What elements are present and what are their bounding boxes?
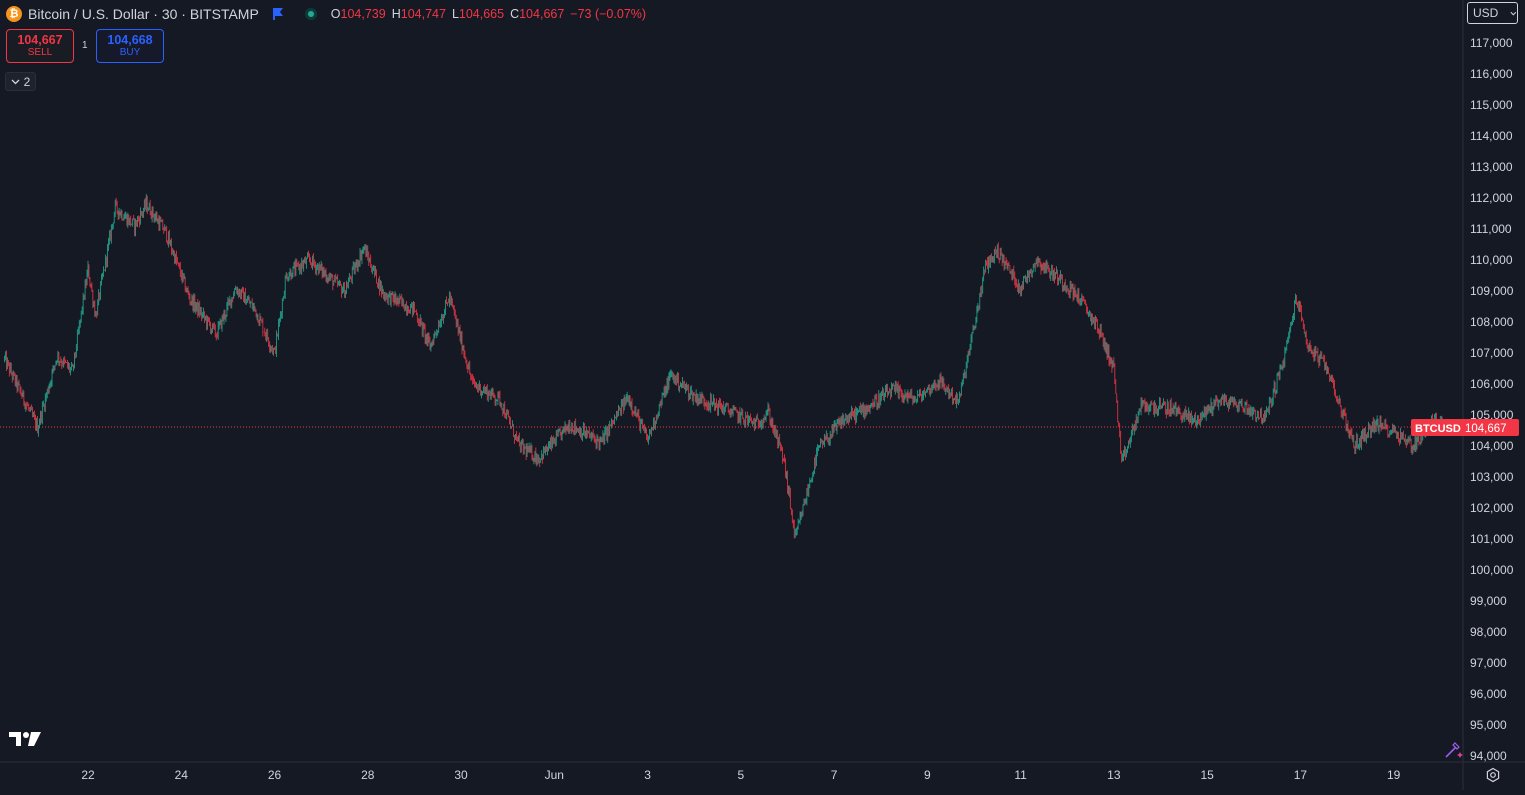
low-value: 104,665 [458,7,505,21]
sell-button[interactable]: 104,667 SELL [6,29,74,63]
x-tick-label: Jun [545,768,564,782]
close-value: 104,667 [519,7,565,21]
indicators-toggle-button[interactable]: 2 [5,72,36,91]
high-value: 104,747 [400,7,446,21]
y-tick-label: 115,000 [1470,98,1513,112]
y-tick-label: 111,000 [1470,222,1512,236]
candles-layer [4,193,1452,539]
y-tick-label: 96,000 [1470,687,1507,701]
buy-price: 104,668 [107,33,153,48]
x-tick-label: 5 [737,768,744,782]
spread-value: 1 [82,40,88,51]
y-tick-label: 109,000 [1470,284,1514,298]
high-label: H [391,7,401,21]
low-label: L [451,7,459,21]
last-price-label: BTCUSD 104,667 [1411,419,1519,436]
y-tick-label: 101,000 [1470,532,1514,546]
y-tick-label: 104,000 [1470,439,1514,453]
tradingview-logo-icon[interactable] [9,730,41,748]
x-tick-label: 11 [1014,768,1027,782]
y-tick-label: 117,000 [1470,36,1513,50]
y-tick-label: 112,000 [1470,191,1513,205]
last-price-symbol: BTCUSD [1415,423,1461,435]
symbol-legend: ₿ Bitcoin / U.S. Dollar · 30 · BITSTAMP … [6,5,652,23]
settings-icon[interactable] [1485,767,1501,783]
y-tick-label: 116,000 [1470,67,1513,81]
x-tick-label: 9 [924,768,931,782]
x-tick-label: 7 [831,768,838,782]
x-tick-label: 13 [1107,768,1121,782]
buy-label: BUY [119,47,141,59]
time-axis[interactable]: 22 24 26 28 30 Jun 3 5 7 9 11 13 15 17 19 [81,768,1400,782]
last-price-value: 104,667 [1465,423,1507,435]
y-tick-label: 97,000 [1470,656,1507,670]
currency-label: USD [1473,6,1499,20]
open-value: 104,739 [340,7,386,21]
close-label: C [510,7,520,21]
y-tick-label: 103,000 [1470,470,1514,484]
chevron-down-icon [1510,11,1517,15]
x-tick-label: 24 [175,768,189,782]
x-tick-label: 3 [644,768,651,782]
x-tick-label: 26 [268,768,282,782]
magic-wand-icon[interactable] [1443,740,1463,760]
last-price-label-bg [1411,419,1519,436]
currency-dropdown[interactable]: USD [1467,2,1518,24]
x-tick-label: 17 [1294,768,1308,782]
y-tick-label: 102,000 [1470,501,1514,515]
x-tick-label: 28 [361,768,375,782]
sell-label: SELL [27,47,53,59]
y-tick-label: 107,000 [1470,346,1514,360]
x-tick-label: 22 [81,768,95,782]
y-tick-label: 106,000 [1470,377,1514,391]
x-tick-label: 15 [1200,768,1214,782]
x-tick-label: 19 [1387,768,1401,782]
indicators-count: 2 [23,74,31,89]
sell-price: 104,667 [17,33,63,48]
y-tick-label: 98,000 [1470,625,1507,639]
ohlc-values: O 104,739 H 104,747 L 104,665 C 104,667 … [331,7,652,21]
bitcoin-icon[interactable]: ₿ [6,6,22,22]
y-tick-label: 95,000 [1470,718,1507,732]
chevron-down-icon [11,79,20,84]
symbol-title[interactable]: Bitcoin / U.S. Dollar · 30 · BITSTAMP [28,6,259,22]
y-tick-label: 110,000 [1470,253,1513,267]
open-label: O [330,7,341,21]
y-tick-label: 99,000 [1470,594,1507,608]
y-tick-label: 94,000 [1470,749,1507,763]
x-tick-label: 30 [454,768,468,782]
y-tick-label: 105,000 [1470,408,1514,422]
y-tick-label: 100,000 [1470,563,1514,577]
price-change: −73 (−0.07%) [570,7,647,21]
market-status-icon[interactable] [304,8,317,20]
price-axis[interactable]: 94,000 95,000 96,000 97,000 98,000 99,000 100,… [1470,36,1514,763]
flag-icon[interactable] [271,7,285,21]
y-tick-label: 114,000 [1470,129,1513,143]
buy-button[interactable]: 104,668 BUY [96,29,164,63]
y-tick-label: 108,000 [1470,315,1514,329]
y-tick-label: 113,000 [1470,160,1513,174]
